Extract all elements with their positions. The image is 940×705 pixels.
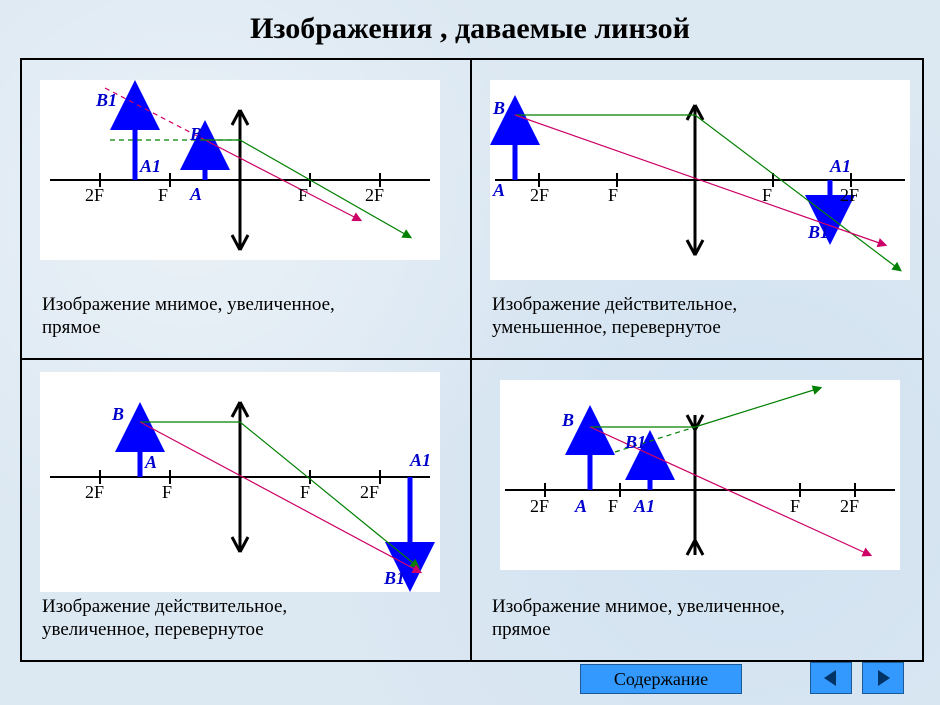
lbl-B1: В1 <box>96 90 117 111</box>
lbl-A: А <box>575 496 587 517</box>
contents-button[interactable]: Содержание <box>580 664 742 694</box>
lbl-2F: 2F <box>840 496 859 517</box>
lbl-2F: 2F <box>530 185 549 206</box>
lbl-2F: 2F <box>360 482 379 503</box>
next-button[interactable] <box>862 662 904 694</box>
lbl-A1: А1 <box>140 156 161 177</box>
diagram-tl: 2F F F 2F В1 А1 В А <box>40 80 440 260</box>
diagram-bl: 2F F F 2F В А А1 В1 <box>40 372 440 592</box>
lbl-A1: А1 <box>634 496 655 517</box>
lbl-F: F <box>608 185 618 206</box>
lbl-2F: 2F <box>85 185 104 206</box>
lbl-B: В <box>562 410 574 431</box>
page-title: Изображения , даваемые линзой <box>0 0 940 54</box>
lbl-B1: В1 <box>625 432 646 453</box>
diagram-br: 2F F F 2F В А В1 А1 <box>500 380 900 570</box>
lbl-B1: В1 <box>808 222 829 243</box>
lbl-F: F <box>762 185 772 206</box>
lbl-B: В <box>493 98 505 119</box>
lbl-B: В <box>112 404 124 425</box>
lbl-A: А <box>145 452 157 473</box>
caption-bl: Изображение действительное, увеличенное,… <box>42 595 287 643</box>
lbl-A: А <box>190 184 202 205</box>
cell-tr: 2F F F 2F В А А1 В1 Изображение действит… <box>472 60 922 360</box>
prev-button[interactable] <box>810 662 852 694</box>
lbl-F: F <box>158 185 168 206</box>
caption-br: Изображение мнимое, увеличенное, прямое <box>492 595 785 643</box>
caption-tl: Изображение мнимое, увеличенное, прямое <box>42 293 335 341</box>
lbl-A1: А1 <box>410 450 431 471</box>
lbl-A1: А1 <box>830 156 851 177</box>
lbl-A: А <box>493 180 505 201</box>
contents-label: Содержание <box>614 669 708 690</box>
lbl-F: F <box>162 482 172 503</box>
lbl-2F: 2F <box>365 185 384 206</box>
diagram-grid: 2F F F 2F В1 А1 В А Изображение мнимое, … <box>20 58 924 662</box>
lbl-F: F <box>298 185 308 206</box>
cell-tl: 2F F F 2F В1 А1 В А Изображение мнимое, … <box>22 60 472 360</box>
caption-tr: Изображение действительное, уменьшенное,… <box>492 293 737 341</box>
cell-br: 2F F F 2F В А В1 А1 Изображение мнимое, … <box>472 360 922 660</box>
lbl-2F: 2F <box>85 482 104 503</box>
cell-bl: 2F F F 2F В А А1 В1 Изображение действит… <box>22 360 472 660</box>
diagram-tr: 2F F F 2F В А А1 В1 <box>490 80 910 280</box>
lbl-F: F <box>608 496 618 517</box>
lbl-F: F <box>300 482 310 503</box>
lbl-B1: В1 <box>384 568 405 589</box>
lbl-2F: 2F <box>840 185 859 206</box>
lbl-B: В <box>190 124 202 145</box>
lbl-2F: 2F <box>530 496 549 517</box>
lbl-F: F <box>790 496 800 517</box>
